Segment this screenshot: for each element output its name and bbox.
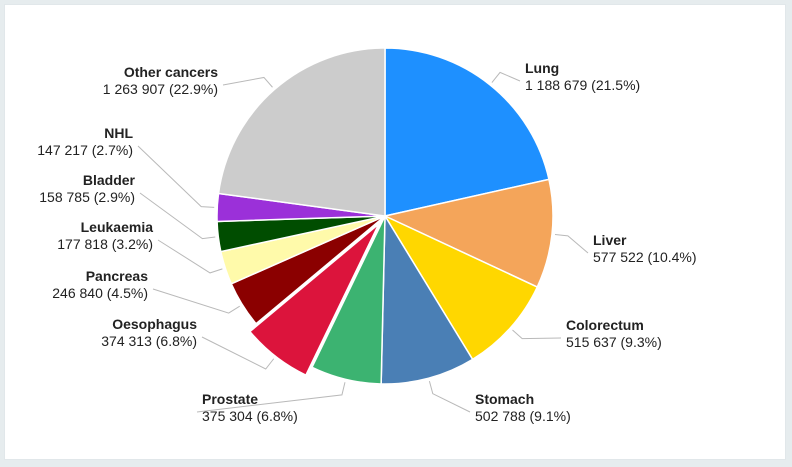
slice-other-cancers — [217, 47, 386, 217]
leader-line-oesophagus — [201, 336, 275, 370]
leader-line-lung — [491, 71, 521, 83]
slice-oesophagus — [248, 223, 380, 377]
label-name-other-cancers: Other cancers — [124, 64, 218, 80]
leader-line-leukaemia — [157, 239, 223, 274]
label-name-liver: Liver — [593, 232, 627, 248]
leader-lines — [137, 71, 589, 413]
leader-line-nhl — [137, 145, 215, 208]
label-name-oesophagus: Oesophagus — [112, 316, 197, 332]
label-value-lung: 1 188 679 (21.5%) — [525, 77, 640, 93]
slice-liver — [382, 178, 554, 289]
slice-colorectum — [383, 214, 539, 361]
label-name-pancreas: Pancreas — [86, 268, 148, 284]
label-value-colorectum: 515 637 (9.3%) — [566, 334, 662, 350]
label-value-other-cancers: 1 263 907 (22.9%) — [103, 81, 218, 97]
label-value-leukaemia: 177 818 (3.2%) — [57, 236, 153, 252]
label-value-oesophagus: 374 313 (6.8%) — [101, 333, 197, 349]
label-value-liver: 577 522 (10.4%) — [593, 249, 697, 265]
label-value-prostate: 375 304 (6.8%) — [202, 408, 298, 424]
label-name-leukaemia: Leukaemia — [81, 219, 154, 235]
label-name-prostate: Prostate — [202, 391, 258, 407]
label-name-bladder: Bladder — [83, 172, 136, 188]
label-value-pancreas: 246 840 (4.5%) — [52, 285, 148, 301]
leader-line-liver — [554, 233, 589, 254]
label-value-bladder: 158 785 (2.9%) — [39, 189, 135, 205]
pie-slices — [216, 47, 554, 385]
leader-line-prostate — [196, 382, 346, 413]
label-value-nhl: 147 217 (2.7%) — [37, 142, 133, 158]
label-name-nhl: NHL — [104, 125, 133, 141]
slice-prostate — [311, 215, 386, 385]
slice-stomach — [380, 213, 474, 385]
label-name-lung: Lung — [525, 60, 559, 76]
leader-line-bladder — [139, 192, 216, 240]
leader-line-stomach — [428, 381, 471, 413]
label-name-stomach: Stomach — [475, 391, 534, 407]
leader-line-other-cancers — [222, 76, 273, 88]
leader-line-pancreas — [152, 288, 240, 314]
leader-line-colorectum — [512, 329, 562, 340]
label-name-colorectum: Colorectum — [566, 317, 644, 333]
label-value-stomach: 502 788 (9.1%) — [475, 408, 571, 424]
slice-lung — [384, 47, 550, 217]
